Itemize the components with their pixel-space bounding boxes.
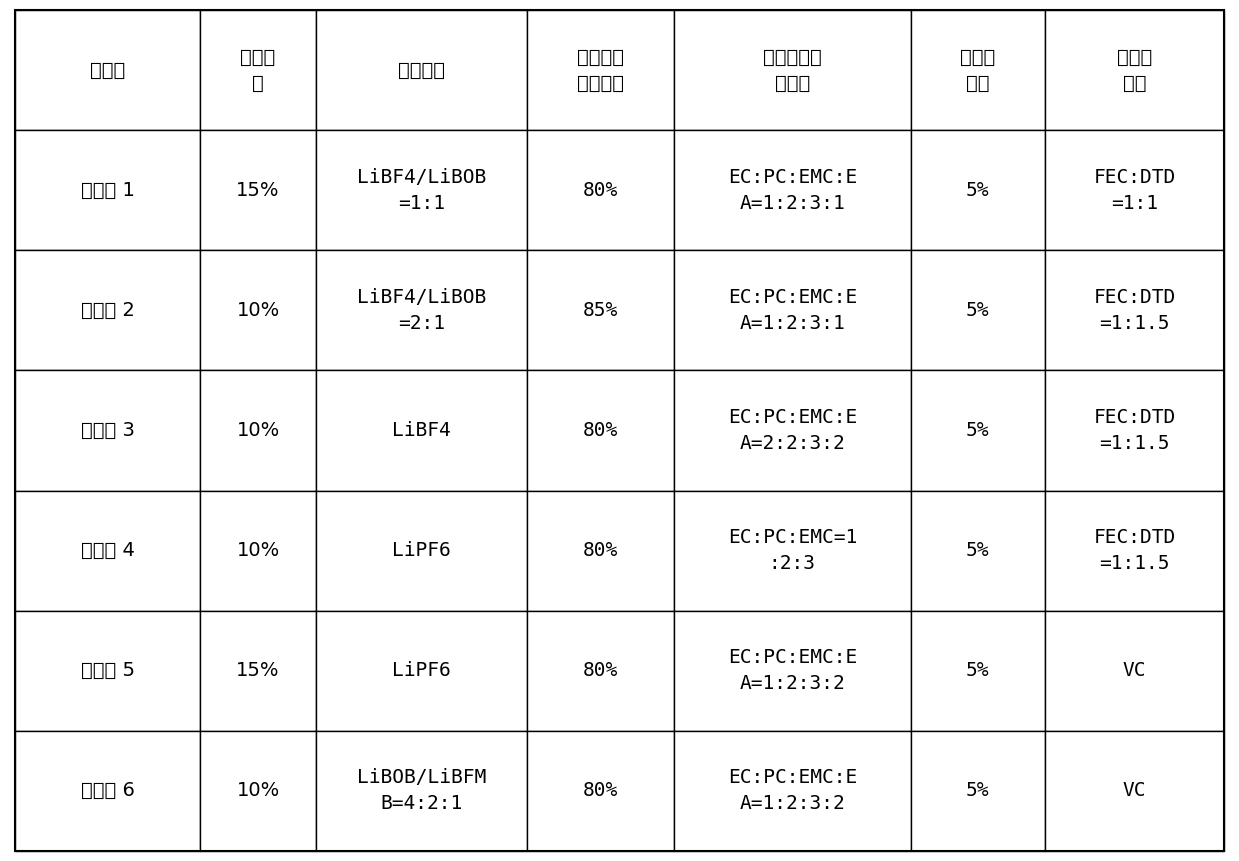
Bar <box>1044 10 1224 130</box>
Bar <box>1044 251 1224 370</box>
Bar <box>1044 370 1224 491</box>
Text: 80%: 80% <box>582 661 618 680</box>
Text: 非水有机溶
剂含量: 非水有机溶 剂含量 <box>763 47 821 93</box>
Text: 5%: 5% <box>966 541 990 560</box>
Bar <box>201 251 316 370</box>
Text: LiBF4/LiBOB
=1:1: LiBF4/LiBOB =1:1 <box>357 168 486 214</box>
Bar <box>911 130 1044 251</box>
Text: EC:PC:EMC:E
A=1:2:3:1: EC:PC:EMC:E A=1:2:3:1 <box>727 288 857 333</box>
Bar <box>15 731 201 851</box>
Bar <box>674 370 911 491</box>
Text: 5%: 5% <box>966 661 990 680</box>
Text: LiBF4/LiBOB
=2:1: LiBF4/LiBOB =2:1 <box>357 288 486 333</box>
Text: 10%: 10% <box>237 781 280 800</box>
Text: LiPF6: LiPF6 <box>392 661 451 680</box>
Bar <box>316 370 527 491</box>
Text: FEC:DTD
=1:1.5: FEC:DTD =1:1.5 <box>1094 288 1176 333</box>
Bar <box>316 10 527 130</box>
Text: 15%: 15% <box>237 661 280 680</box>
Text: 对比例 1: 对比例 1 <box>81 181 135 200</box>
Text: LiBF4: LiBF4 <box>392 421 451 440</box>
Bar <box>316 251 527 370</box>
Bar <box>201 610 316 731</box>
Bar <box>527 130 674 251</box>
Text: 80%: 80% <box>582 181 618 200</box>
Text: 添加剂
含量: 添加剂 含量 <box>960 47 995 93</box>
Bar <box>1044 491 1224 610</box>
Text: EC:PC:EMC:E
A=1:2:3:2: EC:PC:EMC:E A=1:2:3:2 <box>727 768 857 814</box>
Bar <box>674 251 911 370</box>
Text: EC:PC:EMC:E
A=1:2:3:1: EC:PC:EMC:E A=1:2:3:1 <box>727 168 857 214</box>
Text: 锂盐含
量: 锂盐含 量 <box>240 47 275 93</box>
Bar <box>527 731 674 851</box>
Text: 10%: 10% <box>237 541 280 560</box>
Text: FEC:DTD
=1:1: FEC:DTD =1:1 <box>1094 168 1176 214</box>
Text: 添加剂
组分: 添加剂 组分 <box>1116 47 1152 93</box>
Bar <box>674 731 911 851</box>
Text: 80%: 80% <box>582 781 618 800</box>
Text: 5%: 5% <box>966 421 990 440</box>
Bar <box>15 610 201 731</box>
Text: EC:PC:EMC:E
A=2:2:3:2: EC:PC:EMC:E A=2:2:3:2 <box>727 408 857 453</box>
Bar <box>15 10 201 130</box>
Text: EC:PC:EMC:E
A=1:2:3:2: EC:PC:EMC:E A=1:2:3:2 <box>727 647 857 693</box>
Text: 80%: 80% <box>582 541 618 560</box>
Bar <box>1044 130 1224 251</box>
Text: 10%: 10% <box>237 301 280 320</box>
Bar <box>201 731 316 851</box>
Bar <box>15 130 201 251</box>
Bar <box>1044 610 1224 731</box>
Text: 10%: 10% <box>237 421 280 440</box>
Text: 80%: 80% <box>582 421 618 440</box>
Text: 对比例 6: 对比例 6 <box>81 781 135 800</box>
Text: 对比例 4: 对比例 4 <box>81 541 135 560</box>
Bar <box>527 10 674 130</box>
Bar <box>527 251 674 370</box>
Bar <box>15 251 201 370</box>
Bar <box>674 10 911 130</box>
Text: VC: VC <box>1123 661 1146 680</box>
Bar <box>527 491 674 610</box>
Text: FEC:DTD
=1:1.5: FEC:DTD =1:1.5 <box>1094 528 1176 573</box>
Bar <box>911 731 1044 851</box>
Bar <box>911 251 1044 370</box>
Bar <box>201 491 316 610</box>
Bar <box>316 731 527 851</box>
Text: LiPF6: LiPF6 <box>392 541 451 560</box>
Text: 85%: 85% <box>582 301 618 320</box>
Text: 5%: 5% <box>966 781 990 800</box>
Text: 非水有机
溶剂组分: 非水有机 溶剂组分 <box>577 47 623 93</box>
Text: LiBOB/LiBFM
B=4:2:1: LiBOB/LiBFM B=4:2:1 <box>357 768 486 814</box>
Bar <box>911 610 1044 731</box>
Text: 5%: 5% <box>966 181 990 200</box>
Text: 锂盐组分: 锂盐组分 <box>398 61 445 80</box>
Bar <box>674 610 911 731</box>
Text: 15%: 15% <box>237 181 280 200</box>
Bar <box>911 10 1044 130</box>
Bar <box>15 370 201 491</box>
Text: FEC:DTD
=1:1.5: FEC:DTD =1:1.5 <box>1094 408 1176 453</box>
Bar <box>1044 731 1224 851</box>
Bar <box>911 491 1044 610</box>
Text: 对比例: 对比例 <box>90 61 125 80</box>
Bar <box>201 130 316 251</box>
Text: VC: VC <box>1123 781 1146 800</box>
Bar <box>201 370 316 491</box>
Bar <box>15 491 201 610</box>
Bar <box>316 130 527 251</box>
Text: 对比例 2: 对比例 2 <box>81 301 135 320</box>
Bar <box>674 491 911 610</box>
Bar <box>201 10 316 130</box>
Text: 对比例 3: 对比例 3 <box>81 421 135 440</box>
Bar <box>911 370 1044 491</box>
Bar <box>316 491 527 610</box>
Bar <box>527 610 674 731</box>
Text: EC:PC:EMC=1
:2:3: EC:PC:EMC=1 :2:3 <box>727 528 857 573</box>
Bar <box>674 130 911 251</box>
Bar <box>316 610 527 731</box>
Text: 对比例 5: 对比例 5 <box>81 661 135 680</box>
Bar <box>527 370 674 491</box>
Text: 5%: 5% <box>966 301 990 320</box>
